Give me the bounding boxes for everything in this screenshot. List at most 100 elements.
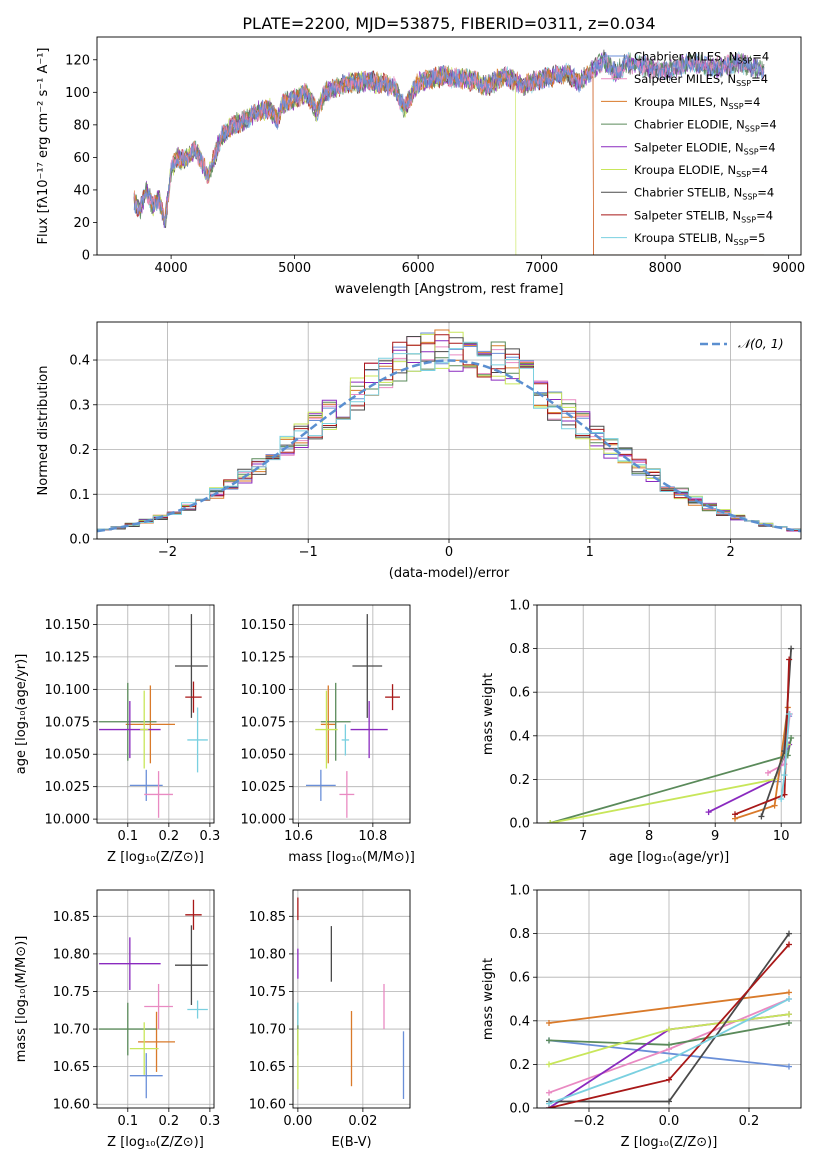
y-tick-label: 0.3 <box>69 398 90 413</box>
x-tick-label: 0.3 <box>200 829 221 844</box>
x-tick-label: 9000 <box>772 261 805 276</box>
legend-entry-subscript: SSP <box>734 238 749 247</box>
legend-entry: 𝒩(0, 1) <box>738 336 784 351</box>
y-tick-label: 0.2 <box>69 443 90 458</box>
legend-entry-subscript: SSP <box>737 57 752 66</box>
y-tick-label: 10.025 <box>45 780 91 795</box>
y-tick-label: 10.80 <box>249 947 286 962</box>
y-tick-label: 0.4 <box>509 1014 530 1029</box>
y-axis-label: mass [log₁₀(M/M⊙)] <box>14 936 29 1063</box>
y-tick-label: 10.85 <box>249 910 286 925</box>
weight-line-kroupa-elodie <box>550 744 789 823</box>
legend-entry-count: =4 <box>757 186 774 200</box>
legend-entry-name: Kroupa MILES, N <box>634 95 729 109</box>
legend-entry-count: =4 <box>751 163 768 177</box>
y-tick-label: 10.075 <box>241 715 287 730</box>
panel-weight_vs_age: 7 8 9 10 0.0 0.2 0.4 0.6 0.8 1.0 age [log₁₀(age/yr… <box>481 599 802 865</box>
axes-frame <box>292 889 411 1109</box>
y-tick-label: 0.6 <box>509 686 530 701</box>
y-tick-label: 10.000 <box>45 813 91 828</box>
y-tick-label: 10.075 <box>45 715 91 730</box>
y-tick-label: 0.0 <box>69 533 90 548</box>
panel-spectrum: 4000 5000 6000 7000 8000 9000 0 20 40 60 80 100 120 w… <box>36 36 805 297</box>
panel-age_vs_Z: 0.1 0.2 0.3 10.000 10.025 10.050 10.075 10.100 1… <box>14 604 221 865</box>
y-tick-label: 0.0 <box>509 817 530 832</box>
x-tick-label: 0.1 <box>117 829 138 844</box>
y-tick-label: 10.85 <box>53 910 90 925</box>
x-tick-label: 9 <box>711 829 719 844</box>
y-tick-label: 40 <box>73 183 90 198</box>
weight-line-salpeter-elodie <box>708 744 790 813</box>
legend-entry-subscript: SSP <box>736 79 751 88</box>
weight-line-kroupa-miles <box>548 991 790 1024</box>
y-axis-label: mass weight <box>481 673 496 755</box>
x-tick-label: 0.2 <box>158 829 179 844</box>
y-tick-label: 10.050 <box>45 748 91 763</box>
y-tick-label: 10.150 <box>45 618 91 633</box>
x-tick-label: 6000 <box>402 261 435 276</box>
x-axis-label: Z [log₁₀(Z/Z⊙)] <box>107 850 204 865</box>
y-tick-label: 10.025 <box>241 780 287 795</box>
y-tick-label: 10.75 <box>249 985 286 1000</box>
legend-entry-count: =4 <box>744 95 761 109</box>
legend-entry-subscript: SSP <box>744 147 759 156</box>
y-tick-label: 10.125 <box>241 650 287 665</box>
y-tick-label: 100 <box>65 86 90 101</box>
axes-frame <box>96 36 802 256</box>
y-tick-label: 0.1 <box>69 488 90 503</box>
x-axis-label: E(B-V) <box>331 1135 371 1150</box>
x-tick-label: 5000 <box>278 261 311 276</box>
weight-line-chabrier-elodie <box>549 737 792 823</box>
x-tick-label: 0.3 <box>200 1114 221 1129</box>
y-tick-label: 10.60 <box>53 1098 90 1113</box>
x-axis-label: Z [log₁₀(Z/Z⊙)] <box>621 1135 718 1150</box>
legend-entry-count: =5 <box>749 231 766 245</box>
plot-area <box>297 897 405 1099</box>
histogram-kroupa-stelib <box>97 341 801 531</box>
x-axis-label: wavelength [Angstrom, rest frame] <box>335 282 564 297</box>
y-tick-label: 120 <box>65 53 90 68</box>
axes-frame <box>292 604 411 824</box>
y-tick-label: 10.70 <box>249 1023 286 1038</box>
weight-line-chabrier-miles <box>548 1039 790 1068</box>
legend: 𝒩(0, 1) <box>700 336 784 351</box>
x-tick-label: 7000 <box>525 261 558 276</box>
x-tick-label: 10.6 <box>284 829 313 844</box>
y-tick-label: 10.100 <box>241 683 287 698</box>
plot-area <box>99 614 208 818</box>
axes-frame <box>536 604 802 824</box>
x-tick-label: 0 <box>445 545 453 560</box>
x-axis-label: age [log₁₀(age/yr)] <box>609 850 730 865</box>
panel-residuals: −2 −1 0 1 2 0.0 0.1 0.2 0.3 0.4 (data-model)/error… <box>36 321 802 581</box>
legend-entry: Chabrier ELODIE, NSSP=4 <box>634 118 777 134</box>
axes-frame <box>96 604 215 824</box>
spectrum-line-chabrier-miles <box>133 52 765 228</box>
y-tick-label: 10.60 <box>249 1098 286 1113</box>
x-tick-label: 0.0 <box>659 1114 680 1129</box>
legend-entry-subscript: SSP <box>741 215 756 224</box>
legend-entry-name: Chabrier ELODIE, N <box>634 118 745 132</box>
panel-age_vs_mass: 10.6 10.8 10.000 10.025 10.050 10.075 10.100 10… <box>241 604 415 865</box>
y-tick-label: 10.75 <box>53 985 90 1000</box>
x-tick-label: 7 <box>579 829 587 844</box>
legend-entry-subscript: SSP <box>729 102 744 111</box>
x-tick-label: 4000 <box>155 261 188 276</box>
y-axis-label: Normed distribution <box>36 366 51 496</box>
legend-entry-name: Chabrier STELIB, N <box>634 186 742 200</box>
x-tick-label: 1 <box>586 545 594 560</box>
legend-entry-count: =4 <box>756 208 773 222</box>
x-axis-label: mass [log₁₀(M/M⊙)] <box>288 850 415 865</box>
chart-panels: 4000 5000 6000 7000 8000 9000020406080100120w… <box>14 36 805 1150</box>
x-tick-label: 10.8 <box>358 829 387 844</box>
legend-entry-name: Kroupa ELODIE, N <box>634 163 736 177</box>
panel-mass_vs_ebv: 0.00 0.02 10.60 10.65 10.70 10.75 10.80 10.85 E(… <box>249 889 411 1150</box>
legend-entry-subscript: SSP <box>742 193 757 202</box>
x-tick-label: −2 <box>158 545 177 560</box>
plot-area <box>547 645 795 823</box>
x-tick-label: 0.2 <box>739 1114 760 1129</box>
spectrum-line-salpeter-stelib <box>133 64 764 255</box>
x-axis-label: (data-model)/error <box>389 566 510 581</box>
legend-entry-count: =4 <box>752 50 769 64</box>
x-tick-label: 2 <box>726 545 734 560</box>
